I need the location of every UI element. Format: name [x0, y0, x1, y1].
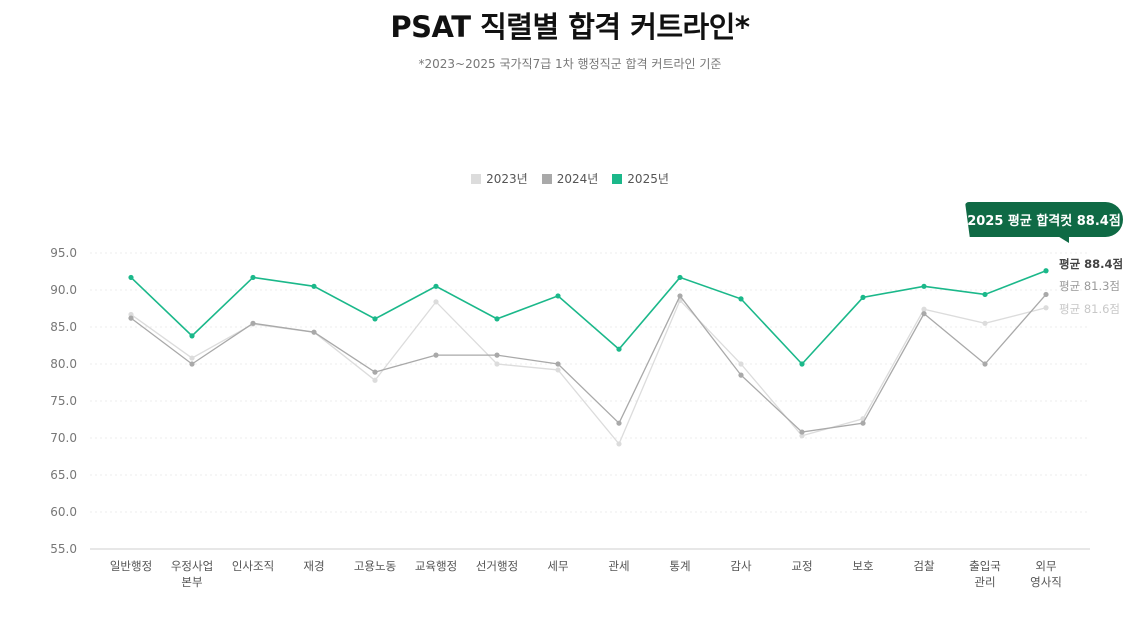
data-point	[799, 429, 805, 435]
x-tick-label: 교육행정	[415, 559, 457, 573]
data-point	[921, 283, 927, 289]
x-tick-label: 관세	[608, 559, 629, 573]
y-tick-label: 85.0	[50, 320, 77, 334]
data-point	[189, 361, 195, 367]
legend-swatch-2025	[612, 173, 623, 184]
data-point	[616, 420, 622, 426]
x-tick-label: 우정사업	[171, 559, 213, 573]
data-point	[555, 293, 561, 299]
data-point	[738, 361, 744, 367]
x-tick-label: 보호	[852, 559, 873, 573]
legend-label-2024: 2024년	[556, 172, 599, 186]
data-point	[250, 274, 256, 281]
y-tick-label: 70.0	[50, 431, 77, 445]
x-tick-label: 일반행정	[110, 559, 152, 573]
x-tick-label: 교정	[791, 559, 812, 573]
data-point	[494, 316, 500, 322]
data-point	[189, 333, 195, 339]
data-point	[1043, 268, 1049, 274]
data-point	[982, 320, 988, 326]
data-point	[433, 299, 439, 305]
data-point	[311, 283, 317, 289]
data-point	[799, 433, 805, 439]
average-label: 평균 88.4점	[1059, 257, 1123, 271]
series-line-2024년	[130, 294, 1047, 433]
average-label: 평균 81.6점	[1059, 302, 1120, 316]
x-tick-label: 감사	[730, 559, 752, 573]
legend: 2023년 2024년 2025년	[0, 170, 1140, 187]
data-point	[921, 306, 927, 312]
y-tick-label: 75.0	[50, 394, 77, 408]
data-point	[372, 369, 378, 375]
data-point	[1043, 291, 1049, 298]
y-tick-label: 55.0	[50, 542, 77, 556]
legend-swatch-2024	[541, 173, 552, 184]
data-point	[555, 367, 561, 373]
data-point	[616, 441, 622, 447]
y-tick-label: 60.0	[50, 505, 77, 519]
y-tick-label: 80.0	[50, 357, 77, 371]
legend-label-2025: 2025년	[627, 172, 669, 186]
data-point	[555, 361, 561, 367]
series-line-2025년	[130, 270, 1047, 366]
data-point	[494, 352, 500, 358]
data-point	[799, 361, 805, 367]
chart-subtitle: *2023~2025 국가직7급 1차 행정직군 합격 커트라인 기준	[418, 57, 722, 71]
legend-item-2023[interactable]: 2023년	[471, 170, 528, 187]
data-point	[677, 293, 683, 299]
legend-swatch-2023	[471, 173, 482, 184]
chart-title: PSAT 직렬별 합격 커트라인*	[390, 10, 750, 44]
data-point	[128, 311, 134, 318]
x-tick-label: 세무	[547, 559, 568, 573]
y-tick-label: 65.0	[50, 468, 77, 482]
data-point	[433, 352, 439, 358]
x-tick-label: 관리	[974, 575, 995, 589]
data-point	[738, 372, 744, 378]
x-tick-label: 재경	[303, 559, 324, 573]
data-point	[311, 329, 317, 335]
data-point	[616, 346, 622, 352]
x-tick-label: 검찰	[913, 559, 935, 573]
y-tick-label: 95.0	[50, 246, 77, 260]
average-callout: 2025 평균 합격컷 88.4점	[965, 202, 1123, 237]
data-point	[250, 320, 256, 326]
average-label: 평균 81.3점	[1059, 279, 1120, 293]
data-point	[738, 296, 744, 302]
data-point	[128, 315, 134, 321]
data-point	[494, 361, 500, 367]
data-point	[433, 283, 439, 289]
x-tick-label: 인사조직	[232, 559, 274, 573]
x-tick-label: 외무	[1035, 559, 1056, 573]
legend-label-2023: 2023년	[486, 172, 528, 186]
legend-item-2024[interactable]: 2024년	[541, 170, 599, 187]
data-point	[982, 291, 988, 298]
data-point	[982, 361, 988, 367]
data-point	[1043, 305, 1049, 311]
x-tick-label: 본부	[181, 575, 202, 589]
x-tick-label: 출입국	[969, 559, 1001, 573]
data-point	[128, 274, 134, 281]
average-callout-tail	[1056, 235, 1069, 243]
legend-item-2025[interactable]: 2025년	[612, 170, 669, 187]
data-point	[189, 355, 195, 361]
data-point	[372, 316, 378, 322]
data-point	[921, 311, 927, 317]
data-point	[677, 274, 683, 281]
data-point	[860, 420, 866, 426]
y-tick-label: 90.0	[50, 283, 77, 297]
x-tick-label: 통계	[669, 559, 690, 573]
x-tick-label: 선거행정	[476, 559, 518, 573]
x-tick-label: 고용노동	[354, 559, 396, 573]
x-tick-label: 영사직	[1030, 575, 1062, 589]
data-point	[860, 294, 866, 300]
data-point	[372, 377, 378, 383]
